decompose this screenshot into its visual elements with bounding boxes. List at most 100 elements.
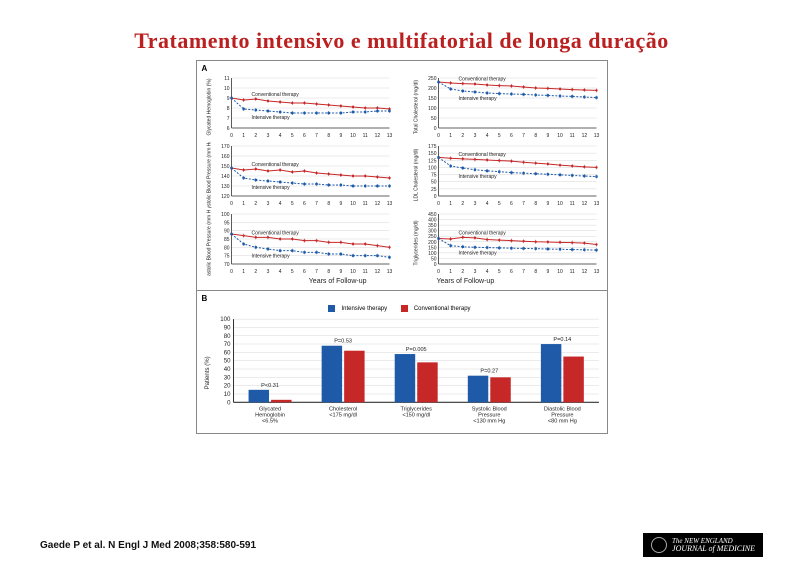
svg-text:9: 9 (226, 96, 229, 102)
svg-text:100: 100 (220, 316, 231, 323)
svg-text:4: 4 (278, 133, 281, 139)
svg-text:8: 8 (327, 269, 330, 275)
svg-text:11: 11 (569, 133, 574, 139)
svg-text:6: 6 (303, 269, 306, 275)
svg-text:8: 8 (226, 106, 229, 112)
svg-text:12: 12 (374, 133, 380, 139)
svg-text:P=0.53: P=0.53 (334, 339, 352, 345)
svg-text:Systolic Blood Pressure (mm Hg: Systolic Blood Pressure (mm Hg) (206, 142, 212, 208)
svg-text:5: 5 (497, 133, 500, 139)
svg-text:0: 0 (433, 262, 436, 268)
svg-text:2: 2 (461, 269, 464, 275)
svg-text:13: 13 (386, 201, 392, 207)
svg-text:12: 12 (374, 201, 380, 207)
svg-text:P=0.14: P=0.14 (553, 337, 571, 343)
svg-text:90: 90 (223, 325, 230, 332)
svg-text:3: 3 (473, 133, 476, 139)
svg-text:Intensive therapy: Intensive therapy (458, 174, 497, 180)
svg-text:90: 90 (223, 229, 229, 235)
svg-text:100: 100 (221, 212, 230, 218)
svg-text:LDL Cholesterol (mg/dl): LDL Cholesterol (mg/dl) (413, 148, 419, 201)
svg-text:3: 3 (266, 201, 269, 207)
svg-text:50: 50 (430, 116, 436, 122)
svg-text:12: 12 (581, 201, 587, 207)
svg-text:13: 13 (593, 269, 599, 275)
svg-text:10: 10 (350, 201, 356, 207)
svg-text:0: 0 (437, 201, 440, 207)
svg-text:7: 7 (226, 116, 229, 122)
svg-text:70: 70 (223, 341, 230, 348)
svg-text:5: 5 (497, 201, 500, 207)
svg-text:150: 150 (428, 151, 437, 157)
svg-text:Conventional therapy: Conventional therapy (251, 162, 299, 168)
svg-text:<80 mm Hg: <80 mm Hg (547, 419, 576, 425)
svg-text:5: 5 (290, 269, 293, 275)
svg-text:120: 120 (221, 194, 230, 200)
svg-text:175: 175 (428, 144, 437, 150)
svg-text:200: 200 (428, 240, 437, 246)
svg-text:2: 2 (254, 201, 257, 207)
svg-text:3: 3 (473, 269, 476, 275)
line-chart: 0255075100125150175012345678910111213LDL… (406, 142, 605, 208)
svg-text:Diastolic Blood Pressure (mm H: Diastolic Blood Pressure (mm Hg) (206, 210, 212, 276)
svg-text:40: 40 (223, 366, 230, 373)
svg-text:6: 6 (510, 201, 513, 207)
svg-text:1: 1 (449, 133, 452, 139)
svg-text:Conventional therapy: Conventional therapy (458, 77, 506, 83)
svg-text:300: 300 (428, 229, 437, 235)
svg-text:11: 11 (362, 201, 367, 207)
svg-text:130: 130 (221, 184, 230, 190)
line-chart: 0501001502002503003504004500123456789101… (406, 210, 605, 276)
svg-text:1: 1 (449, 269, 452, 275)
svg-text:Intensive therapy: Intensive therapy (251, 254, 290, 260)
page-title: Tratamento intensivo e multifatorial de … (0, 0, 803, 60)
svg-text:13: 13 (386, 133, 392, 139)
x-axis-label-left: Years of Follow-up (309, 278, 367, 285)
svg-text:10: 10 (350, 269, 356, 275)
svg-text:7: 7 (522, 133, 525, 139)
svg-text:7: 7 (522, 201, 525, 207)
svg-text:0: 0 (227, 399, 231, 406)
svg-text:0: 0 (230, 133, 233, 139)
svg-text:13: 13 (593, 201, 599, 207)
panel-a-label: A (199, 63, 605, 74)
svg-text:75: 75 (223, 254, 229, 260)
svg-text:400: 400 (428, 218, 437, 224)
svg-text:8: 8 (534, 201, 537, 207)
svg-text:P=0.005: P=0.005 (405, 347, 426, 353)
svg-text:150: 150 (428, 245, 437, 251)
svg-text:100: 100 (428, 165, 437, 171)
svg-text:Conventional therapy: Conventional therapy (251, 92, 299, 98)
svg-text:125: 125 (428, 158, 437, 164)
svg-text:10: 10 (223, 86, 229, 92)
svg-text:Intensive therapy: Intensive therapy (251, 185, 290, 191)
svg-text:150: 150 (221, 164, 230, 170)
panel-b-label: B (199, 293, 605, 304)
svg-text:1: 1 (449, 201, 452, 207)
svg-text:9: 9 (339, 269, 342, 275)
svg-text:<175 mg/dl: <175 mg/dl (329, 413, 357, 419)
svg-text:70: 70 (223, 262, 229, 268)
svg-text:80: 80 (223, 245, 229, 251)
svg-text:250: 250 (428, 76, 437, 82)
svg-text:11: 11 (362, 269, 367, 275)
svg-text:9: 9 (339, 201, 342, 207)
svg-text:0: 0 (230, 201, 233, 207)
svg-text:5: 5 (290, 133, 293, 139)
line-chart: 050100150200250012345678910111213Total C… (406, 74, 605, 140)
svg-text:P=0.27: P=0.27 (480, 369, 498, 375)
svg-text:8: 8 (327, 201, 330, 207)
svg-text:Intensive therapy: Intensive therapy (251, 115, 290, 121)
svg-text:<6.5%: <6.5% (262, 419, 278, 425)
svg-text:3: 3 (266, 269, 269, 275)
svg-text:20: 20 (223, 383, 230, 390)
svg-text:4: 4 (278, 201, 281, 207)
line-chart: 707580859095100012345678910111213Diastol… (199, 210, 398, 276)
svg-text:100: 100 (428, 251, 437, 257)
svg-text:6: 6 (303, 201, 306, 207)
svg-text:95: 95 (223, 220, 229, 226)
svg-text:11: 11 (569, 269, 574, 275)
svg-text:4: 4 (485, 133, 488, 139)
line-chart: 67891011012345678910111213Glycated Hemog… (199, 74, 398, 140)
svg-text:13: 13 (593, 133, 599, 139)
